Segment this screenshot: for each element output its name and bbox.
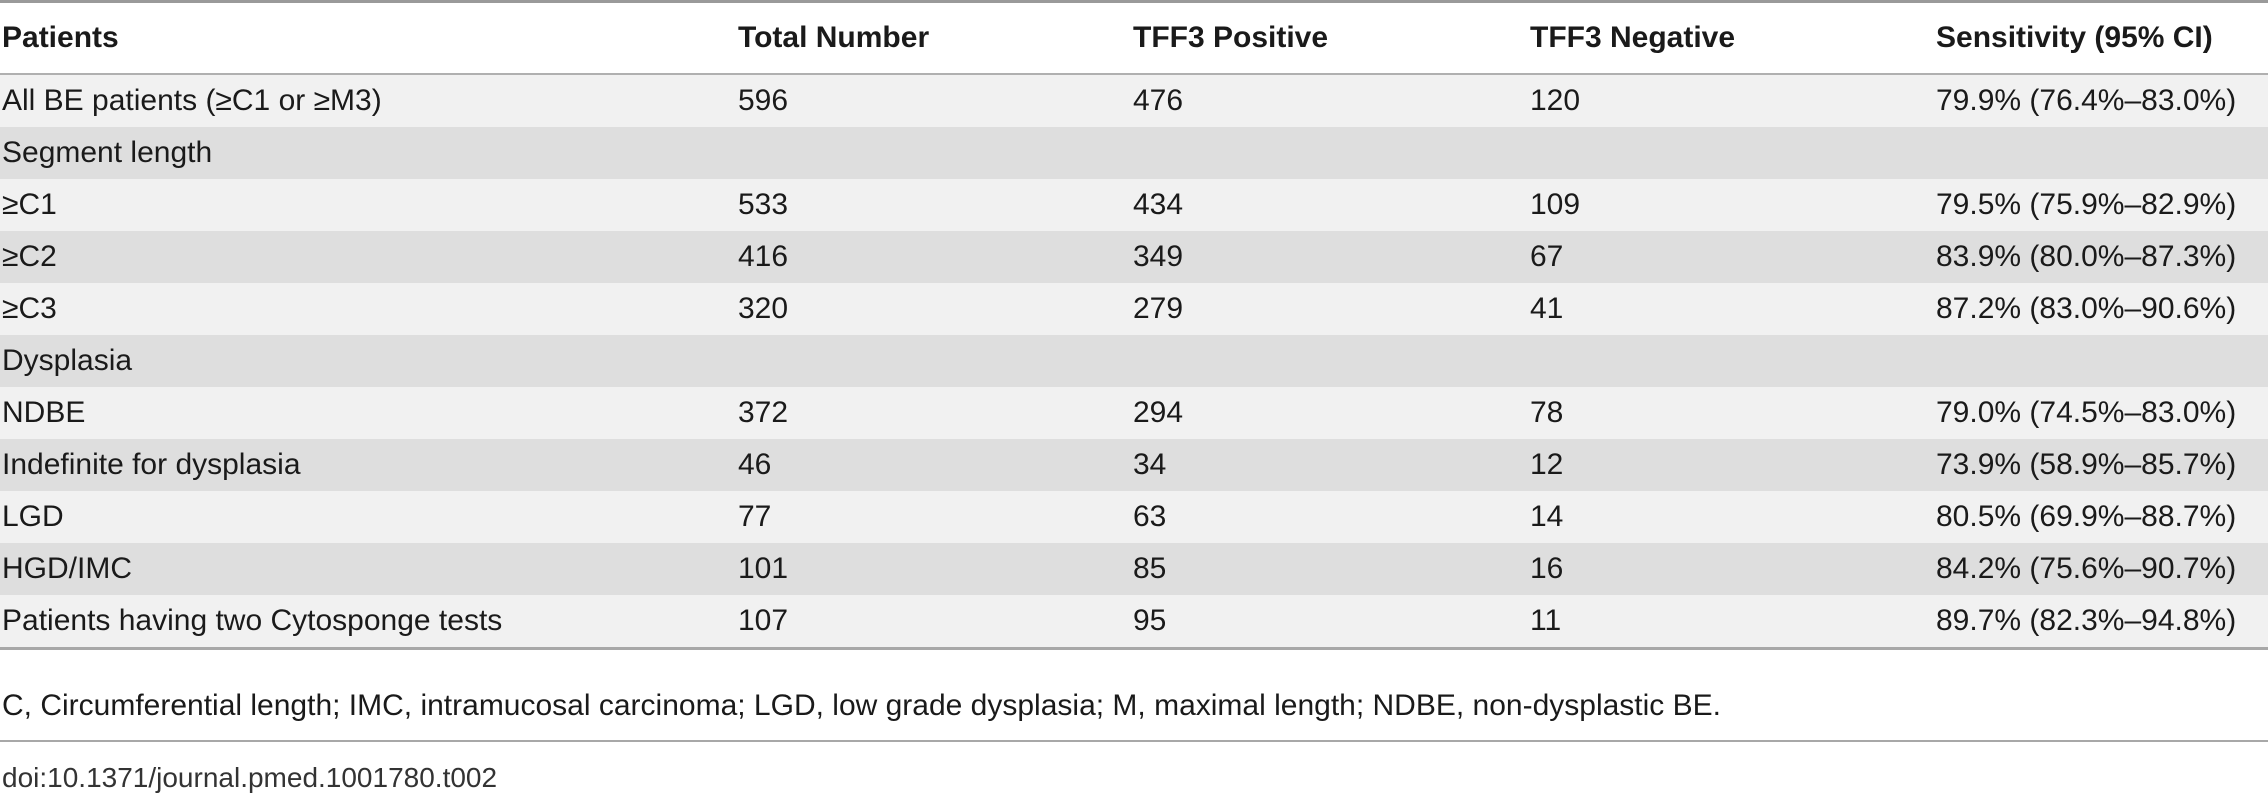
tff3-positive-cell: 85 bbox=[1133, 552, 1167, 585]
section-row-dysplasia: Dysplasia bbox=[0, 335, 2268, 387]
tff3-negative-cell: 11 bbox=[1530, 604, 1562, 637]
row-label: Indefinite for dysplasia bbox=[2, 448, 301, 481]
sensitivity-cell bbox=[1934, 127, 2268, 179]
total-number-cell: 107 bbox=[738, 604, 789, 637]
sensitivity-cell: 79.5% (75.9%–82.9%) bbox=[1936, 188, 2237, 221]
tff3-negative-cell bbox=[1528, 335, 1934, 387]
section-label: Segment length bbox=[2, 136, 213, 169]
tff3-positive-cell: 95 bbox=[1133, 604, 1167, 637]
tff3-negative-cell: 16 bbox=[1530, 552, 1564, 585]
header-row: Patients Total Number TFF3 Positive TFF3… bbox=[0, 1, 2268, 74]
header-tff3-positive: TFF3 Positive bbox=[1133, 21, 1329, 54]
table-row: Indefinite for dysplasia 46 34 12 73.9% … bbox=[0, 439, 2268, 491]
section-label: Dysplasia bbox=[2, 344, 133, 377]
sensitivity-cell: 89.7% (82.3%–94.8%) bbox=[1936, 604, 2237, 637]
sensitivity-cell: 79.0% (74.5%–83.0%) bbox=[1936, 396, 2237, 429]
table-row: NDBE 372 294 78 79.0% (74.5%–83.0%) bbox=[0, 387, 2268, 439]
total-number-cell: 46 bbox=[738, 448, 772, 481]
tff3-negative-cell: 67 bbox=[1530, 240, 1564, 273]
table-footnote: C, Circumferential length; IMC, intramuc… bbox=[2, 689, 1721, 722]
row-label: ≥C1 bbox=[2, 188, 57, 221]
row-label: Patients having two Cytosponge tests bbox=[2, 604, 503, 637]
total-number-cell: 416 bbox=[738, 240, 789, 273]
table-row: All BE patients (≥C1 or ≥M3) 596 476 120… bbox=[0, 74, 2268, 127]
tff3-positive-cell: 294 bbox=[1133, 396, 1184, 429]
row-label: ≥C2 bbox=[2, 240, 57, 273]
table-row: Patients having two Cytosponge tests 107… bbox=[0, 595, 2268, 649]
doi-link[interactable]: doi:10.1371/journal.pmed.1001780.t002 bbox=[2, 762, 498, 793]
results-table: Patients Total Number TFF3 Positive TFF3… bbox=[0, 1, 2268, 649]
tff3-positive-cell: 349 bbox=[1133, 240, 1184, 273]
sensitivity-cell: 87.2% (83.0%–90.6%) bbox=[1936, 292, 2237, 325]
tff3-negative-cell: 14 bbox=[1530, 500, 1564, 533]
table-row: ≥C2 416 349 67 83.9% (80.0%–87.3%) bbox=[0, 231, 2268, 283]
row-label: All BE patients (≥C1 or ≥M3) bbox=[2, 84, 382, 117]
total-number-cell: 77 bbox=[738, 500, 772, 533]
total-number-cell: 320 bbox=[738, 292, 789, 325]
row-label: ≥C3 bbox=[2, 292, 57, 325]
footnote-divider bbox=[0, 740, 2268, 742]
header-total-number: Total Number bbox=[738, 21, 930, 54]
header-sensitivity: Sensitivity (95% CI) bbox=[1936, 21, 2213, 54]
sensitivity-cell: 80.5% (69.9%–88.7%) bbox=[1936, 500, 2237, 533]
tff3-positive-cell: 63 bbox=[1133, 500, 1167, 533]
table-row: ≥C3 320 279 41 87.2% (83.0%–90.6%) bbox=[0, 283, 2268, 335]
tff3-positive-cell: 34 bbox=[1133, 448, 1167, 481]
tff3-positive-cell bbox=[1131, 335, 1528, 387]
section-row-segment-length: Segment length bbox=[0, 127, 2268, 179]
header-tff3-negative: TFF3 Negative bbox=[1530, 21, 1736, 54]
tff3-positive-cell: 434 bbox=[1133, 188, 1184, 221]
total-number-cell: 533 bbox=[738, 188, 789, 221]
table-body: All BE patients (≥C1 or ≥M3) 596 476 120… bbox=[0, 74, 2268, 649]
sensitivity-cell: 84.2% (75.6%–90.7%) bbox=[1936, 552, 2237, 585]
tff3-negative-cell: 41 bbox=[1530, 292, 1564, 325]
row-label: NDBE bbox=[2, 396, 86, 429]
total-number-cell bbox=[736, 335, 1131, 387]
table-header: Patients Total Number TFF3 Positive TFF3… bbox=[0, 1, 2268, 74]
tff3-positive-cell: 476 bbox=[1133, 84, 1184, 117]
table-row: HGD/IMC 101 85 16 84.2% (75.6%–90.7%) bbox=[0, 543, 2268, 595]
sensitivity-cell: 73.9% (58.9%–85.7%) bbox=[1936, 448, 2237, 481]
total-number-cell: 372 bbox=[738, 396, 789, 429]
sensitivity-cell bbox=[1934, 335, 2268, 387]
total-number-cell: 101 bbox=[738, 552, 789, 585]
sensitivity-cell: 83.9% (80.0%–87.3%) bbox=[1936, 240, 2237, 273]
tff3-negative-cell: 12 bbox=[1530, 448, 1564, 481]
tff3-positive-cell bbox=[1131, 127, 1528, 179]
table-row: LGD 77 63 14 80.5% (69.9%–88.7%) bbox=[0, 491, 2268, 543]
total-number-cell: 596 bbox=[738, 84, 789, 117]
tff3-negative-cell: 120 bbox=[1530, 84, 1581, 117]
tff3-negative-cell: 109 bbox=[1530, 188, 1581, 221]
header-patients: Patients bbox=[2, 21, 119, 54]
tff3-negative-cell bbox=[1528, 127, 1934, 179]
table-row: ≥C1 533 434 109 79.5% (75.9%–82.9%) bbox=[0, 179, 2268, 231]
tff3-positive-cell: 279 bbox=[1133, 292, 1184, 325]
total-number-cell bbox=[736, 127, 1131, 179]
sensitivity-cell: 79.9% (76.4%–83.0%) bbox=[1936, 84, 2237, 117]
row-label: HGD/IMC bbox=[2, 552, 132, 585]
tff3-negative-cell: 78 bbox=[1530, 396, 1564, 429]
row-label: LGD bbox=[2, 500, 64, 533]
